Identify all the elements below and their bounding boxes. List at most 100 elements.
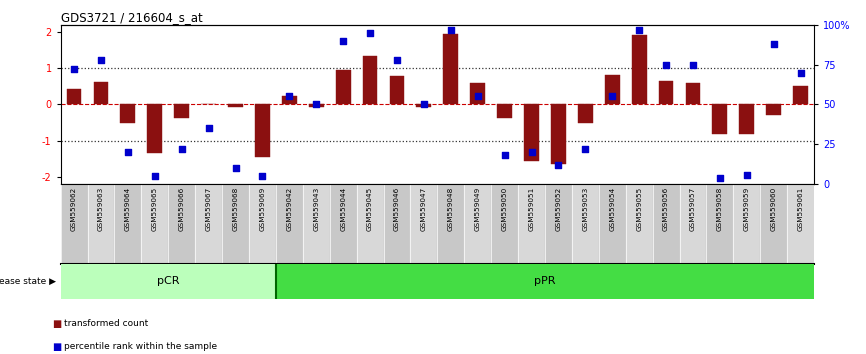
Bar bbox=[793, 86, 808, 104]
Bar bbox=[114, 184, 141, 264]
Text: transformed count: transformed count bbox=[64, 319, 148, 329]
Bar bbox=[120, 104, 135, 123]
Text: pCR: pCR bbox=[157, 276, 179, 286]
Point bbox=[686, 62, 700, 67]
Point bbox=[605, 93, 619, 99]
Bar bbox=[604, 75, 620, 104]
Point bbox=[659, 62, 673, 67]
Text: ■: ■ bbox=[52, 319, 61, 329]
Text: GSM559053: GSM559053 bbox=[582, 187, 588, 231]
Point bbox=[713, 175, 727, 181]
Bar bbox=[147, 104, 162, 153]
Text: GSM559067: GSM559067 bbox=[205, 187, 211, 231]
Point bbox=[498, 153, 512, 158]
Bar bbox=[363, 56, 378, 104]
Point bbox=[121, 149, 135, 155]
Point bbox=[94, 57, 108, 63]
Point bbox=[793, 70, 807, 75]
Bar bbox=[766, 104, 781, 115]
Bar bbox=[713, 104, 727, 134]
Bar bbox=[680, 184, 707, 264]
Bar bbox=[659, 81, 674, 104]
Point bbox=[390, 57, 404, 63]
Bar bbox=[384, 184, 410, 264]
Point bbox=[309, 102, 323, 107]
Bar bbox=[572, 184, 598, 264]
Bar bbox=[545, 184, 572, 264]
Bar bbox=[282, 96, 297, 104]
Bar bbox=[330, 184, 357, 264]
Text: disease state ▶: disease state ▶ bbox=[0, 277, 56, 286]
Bar bbox=[249, 184, 276, 264]
Point bbox=[578, 146, 592, 152]
Text: GSM559043: GSM559043 bbox=[313, 187, 320, 231]
Point bbox=[175, 146, 189, 152]
Bar bbox=[410, 184, 437, 264]
Point bbox=[552, 162, 565, 168]
Bar bbox=[174, 104, 189, 118]
Text: ■: ■ bbox=[52, 342, 61, 352]
Bar bbox=[740, 104, 754, 134]
Bar bbox=[336, 70, 351, 104]
Bar bbox=[67, 89, 81, 104]
Text: GSM559065: GSM559065 bbox=[152, 187, 158, 231]
Bar bbox=[625, 184, 653, 264]
Text: GSM559050: GSM559050 bbox=[501, 187, 507, 231]
Bar bbox=[309, 104, 324, 107]
Bar bbox=[141, 184, 168, 264]
Bar bbox=[417, 104, 431, 107]
Bar bbox=[491, 184, 518, 264]
Text: GSM559058: GSM559058 bbox=[717, 187, 723, 231]
Text: GSM559068: GSM559068 bbox=[233, 187, 238, 231]
Text: GSM559063: GSM559063 bbox=[98, 187, 104, 231]
Text: GSM559047: GSM559047 bbox=[421, 187, 427, 231]
Text: GSM559062: GSM559062 bbox=[71, 187, 77, 231]
Point bbox=[336, 38, 350, 44]
Point bbox=[148, 173, 162, 179]
Text: GSM559046: GSM559046 bbox=[394, 187, 400, 231]
Bar bbox=[195, 184, 222, 264]
Bar bbox=[94, 82, 108, 104]
Text: GSM559045: GSM559045 bbox=[367, 187, 373, 231]
Bar bbox=[598, 184, 625, 264]
Bar bbox=[464, 184, 491, 264]
Bar bbox=[303, 184, 330, 264]
Text: GSM559042: GSM559042 bbox=[287, 187, 293, 231]
Text: percentile rank within the sample: percentile rank within the sample bbox=[64, 342, 217, 352]
Bar bbox=[470, 84, 485, 104]
Bar bbox=[631, 35, 647, 104]
Bar bbox=[357, 184, 384, 264]
Text: GSM559052: GSM559052 bbox=[555, 187, 561, 231]
Point bbox=[417, 102, 430, 107]
Point bbox=[766, 41, 780, 47]
Text: GSM559049: GSM559049 bbox=[475, 187, 481, 231]
Text: GSM559055: GSM559055 bbox=[637, 187, 642, 231]
Text: GSM559054: GSM559054 bbox=[610, 187, 615, 231]
Bar bbox=[276, 184, 303, 264]
Bar bbox=[524, 104, 539, 161]
Point bbox=[444, 27, 458, 32]
Text: pPR: pPR bbox=[534, 276, 556, 286]
Bar bbox=[390, 76, 404, 104]
Bar bbox=[228, 104, 243, 107]
Bar bbox=[653, 184, 680, 264]
Bar bbox=[61, 184, 87, 264]
Text: GSM559064: GSM559064 bbox=[125, 187, 131, 231]
Point bbox=[471, 93, 485, 99]
Point bbox=[740, 172, 753, 177]
Bar bbox=[443, 34, 458, 104]
Bar bbox=[168, 184, 195, 264]
Bar bbox=[61, 264, 276, 299]
Point bbox=[363, 30, 377, 35]
Text: GSM559057: GSM559057 bbox=[690, 187, 696, 231]
Bar bbox=[707, 184, 734, 264]
Text: GSM559044: GSM559044 bbox=[340, 187, 346, 231]
Bar bbox=[437, 184, 464, 264]
Bar bbox=[551, 104, 565, 164]
Bar bbox=[578, 104, 592, 123]
Text: GSM559056: GSM559056 bbox=[663, 187, 669, 231]
Text: GSM559069: GSM559069 bbox=[260, 187, 265, 231]
Bar bbox=[686, 84, 701, 104]
Bar bbox=[87, 184, 114, 264]
Text: GSM559060: GSM559060 bbox=[771, 187, 777, 231]
